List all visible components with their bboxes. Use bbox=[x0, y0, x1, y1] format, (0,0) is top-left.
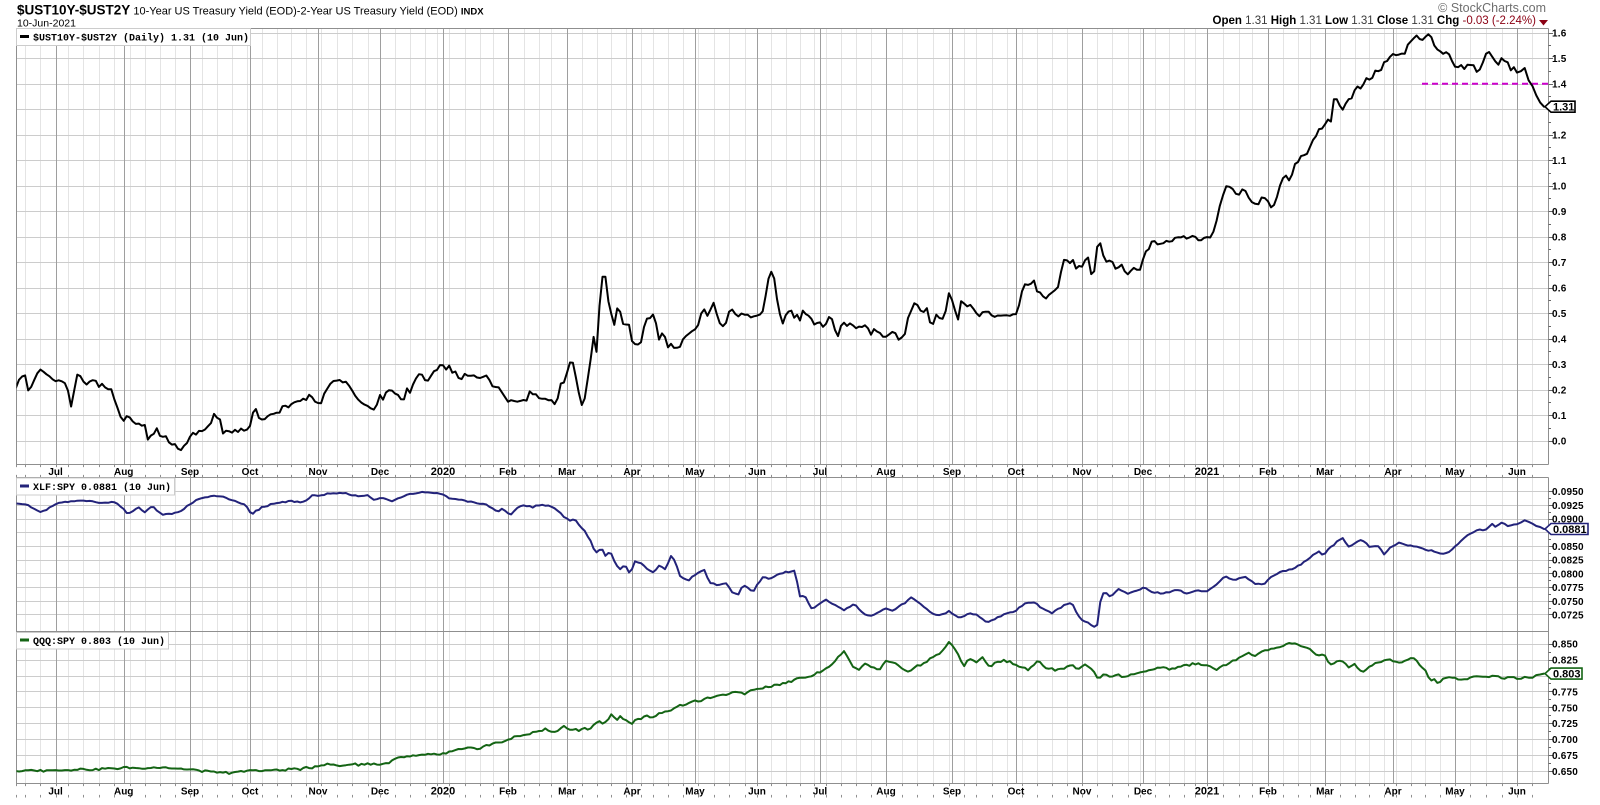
svg-text:0.0850: 0.0850 bbox=[1552, 542, 1584, 553]
svg-text:Dec: Dec bbox=[371, 786, 390, 797]
svg-text:Aug: Aug bbox=[876, 467, 895, 478]
svg-text:1.1: 1.1 bbox=[1552, 156, 1567, 167]
svg-text:Nov: Nov bbox=[309, 786, 328, 797]
svg-text:Aug: Aug bbox=[114, 467, 133, 478]
svg-text:0.9: 0.9 bbox=[1552, 207, 1567, 218]
svg-text:1.5: 1.5 bbox=[1552, 54, 1567, 65]
svg-text:0.775: 0.775 bbox=[1552, 687, 1578, 698]
svg-text:0.4: 0.4 bbox=[1552, 335, 1567, 346]
svg-text:0.650: 0.650 bbox=[1552, 767, 1578, 778]
svg-text:Aug: Aug bbox=[876, 786, 895, 797]
svg-text:Oct: Oct bbox=[242, 467, 259, 478]
svg-text:© StockCharts.com: © StockCharts.com bbox=[1438, 1, 1546, 15]
svg-text:May: May bbox=[685, 786, 705, 797]
svg-text:Jun: Jun bbox=[748, 786, 766, 797]
svg-text:Nov: Nov bbox=[1073, 786, 1092, 797]
svg-text:Mar: Mar bbox=[558, 467, 576, 478]
svg-text:0.6: 0.6 bbox=[1552, 284, 1567, 295]
svg-text:0.750: 0.750 bbox=[1552, 703, 1578, 714]
svg-text:Sep: Sep bbox=[181, 467, 199, 478]
svg-text:1.6: 1.6 bbox=[1552, 29, 1567, 40]
svg-text:$UST10Y-$UST2Y (Daily) 1.31 (1: $UST10Y-$UST2Y (Daily) 1.31 (10 Jun) bbox=[33, 33, 249, 45]
svg-text:Jun: Jun bbox=[1508, 786, 1526, 797]
svg-text:0.0950: 0.0950 bbox=[1552, 487, 1584, 498]
svg-text:2021: 2021 bbox=[1195, 785, 1219, 797]
svg-text:Jul: Jul bbox=[48, 467, 63, 478]
svg-text:Jun: Jun bbox=[1508, 467, 1526, 478]
svg-text:Feb: Feb bbox=[499, 786, 517, 797]
svg-text:Mar: Mar bbox=[558, 786, 576, 797]
svg-text:Dec: Dec bbox=[1134, 467, 1153, 478]
svg-text:Dec: Dec bbox=[1134, 786, 1153, 797]
svg-text:Dec: Dec bbox=[371, 467, 390, 478]
svg-text:Jul: Jul bbox=[813, 786, 828, 797]
svg-text:Mar: Mar bbox=[1316, 786, 1334, 797]
svg-text:Jun: Jun bbox=[748, 467, 766, 478]
svg-text:Apr: Apr bbox=[1384, 786, 1401, 797]
svg-text:Feb: Feb bbox=[1259, 467, 1277, 478]
svg-text:0.803: 0.803 bbox=[1553, 669, 1581, 681]
svg-text:Mar: Mar bbox=[1316, 467, 1334, 478]
svg-text:Feb: Feb bbox=[499, 467, 517, 478]
svg-text:Sep: Sep bbox=[943, 467, 961, 478]
svg-text:1.0: 1.0 bbox=[1552, 182, 1567, 193]
svg-text:Apr: Apr bbox=[623, 467, 640, 478]
svg-text:Nov: Nov bbox=[309, 467, 328, 478]
svg-text:Aug: Aug bbox=[114, 786, 133, 797]
svg-text:May: May bbox=[1445, 786, 1465, 797]
svg-text:Sep: Sep bbox=[181, 786, 199, 797]
svg-text:Nov: Nov bbox=[1073, 467, 1092, 478]
svg-text:0.1: 0.1 bbox=[1552, 411, 1567, 422]
svg-text:0.0775: 0.0775 bbox=[1552, 583, 1584, 594]
svg-text:0.2: 0.2 bbox=[1552, 386, 1567, 397]
svg-text:May: May bbox=[685, 467, 705, 478]
svg-text:0.0925: 0.0925 bbox=[1552, 501, 1584, 512]
svg-text:Apr: Apr bbox=[623, 786, 640, 797]
svg-text:10-Jun-2021: 10-Jun-2021 bbox=[17, 18, 76, 30]
svg-text:Oct: Oct bbox=[1008, 467, 1025, 478]
svg-text:0.0: 0.0 bbox=[1552, 437, 1567, 448]
svg-text:Apr: Apr bbox=[1384, 467, 1401, 478]
svg-text:0.0750: 0.0750 bbox=[1552, 597, 1584, 608]
svg-text:$UST10Y-$UST2Y 10-Year US Trea: $UST10Y-$UST2Y 10-Year US Treasury Yield… bbox=[17, 3, 484, 18]
svg-text:0.0800: 0.0800 bbox=[1552, 569, 1584, 580]
svg-text:Jul: Jul bbox=[813, 467, 828, 478]
svg-text:0.3: 0.3 bbox=[1552, 360, 1567, 371]
svg-text:Oct: Oct bbox=[242, 786, 259, 797]
svg-text:0.7: 0.7 bbox=[1552, 258, 1567, 269]
svg-text:0.5: 0.5 bbox=[1552, 309, 1567, 320]
svg-text:Feb: Feb bbox=[1259, 786, 1277, 797]
svg-text:QQQ:SPY 0.803 (10 Jun): QQQ:SPY 0.803 (10 Jun) bbox=[33, 636, 165, 648]
svg-text:0.725: 0.725 bbox=[1552, 719, 1578, 730]
svg-text:0.0900: 0.0900 bbox=[1552, 515, 1584, 526]
svg-text:0.8: 0.8 bbox=[1552, 233, 1567, 244]
svg-text:0.700: 0.700 bbox=[1552, 735, 1578, 746]
svg-text:Open 1.31 High 1.31 Low 1.31 C: Open 1.31 High 1.31 Low 1.31 Close 1.31 … bbox=[1213, 15, 1537, 27]
svg-text:1.4: 1.4 bbox=[1552, 80, 1567, 91]
svg-text:1.31: 1.31 bbox=[1553, 102, 1574, 114]
svg-text:0.850: 0.850 bbox=[1552, 640, 1578, 651]
svg-text:1.2: 1.2 bbox=[1552, 131, 1567, 142]
svg-text:0.825: 0.825 bbox=[1552, 656, 1578, 667]
svg-text:Sep: Sep bbox=[943, 786, 961, 797]
svg-text:0.0825: 0.0825 bbox=[1552, 556, 1584, 567]
svg-text:XLF:SPY 0.0881 (10 Jun): XLF:SPY 0.0881 (10 Jun) bbox=[33, 482, 171, 494]
svg-text:2021: 2021 bbox=[1195, 466, 1219, 478]
svg-text:2020: 2020 bbox=[431, 466, 455, 478]
svg-text:0.0725: 0.0725 bbox=[1552, 611, 1584, 622]
svg-text:May: May bbox=[1445, 467, 1465, 478]
svg-text:Jul: Jul bbox=[48, 786, 63, 797]
svg-text:Oct: Oct bbox=[1008, 786, 1025, 797]
svg-text:0.0881: 0.0881 bbox=[1553, 524, 1587, 536]
svg-text:0.675: 0.675 bbox=[1552, 751, 1578, 762]
svg-text:2020: 2020 bbox=[431, 785, 455, 797]
